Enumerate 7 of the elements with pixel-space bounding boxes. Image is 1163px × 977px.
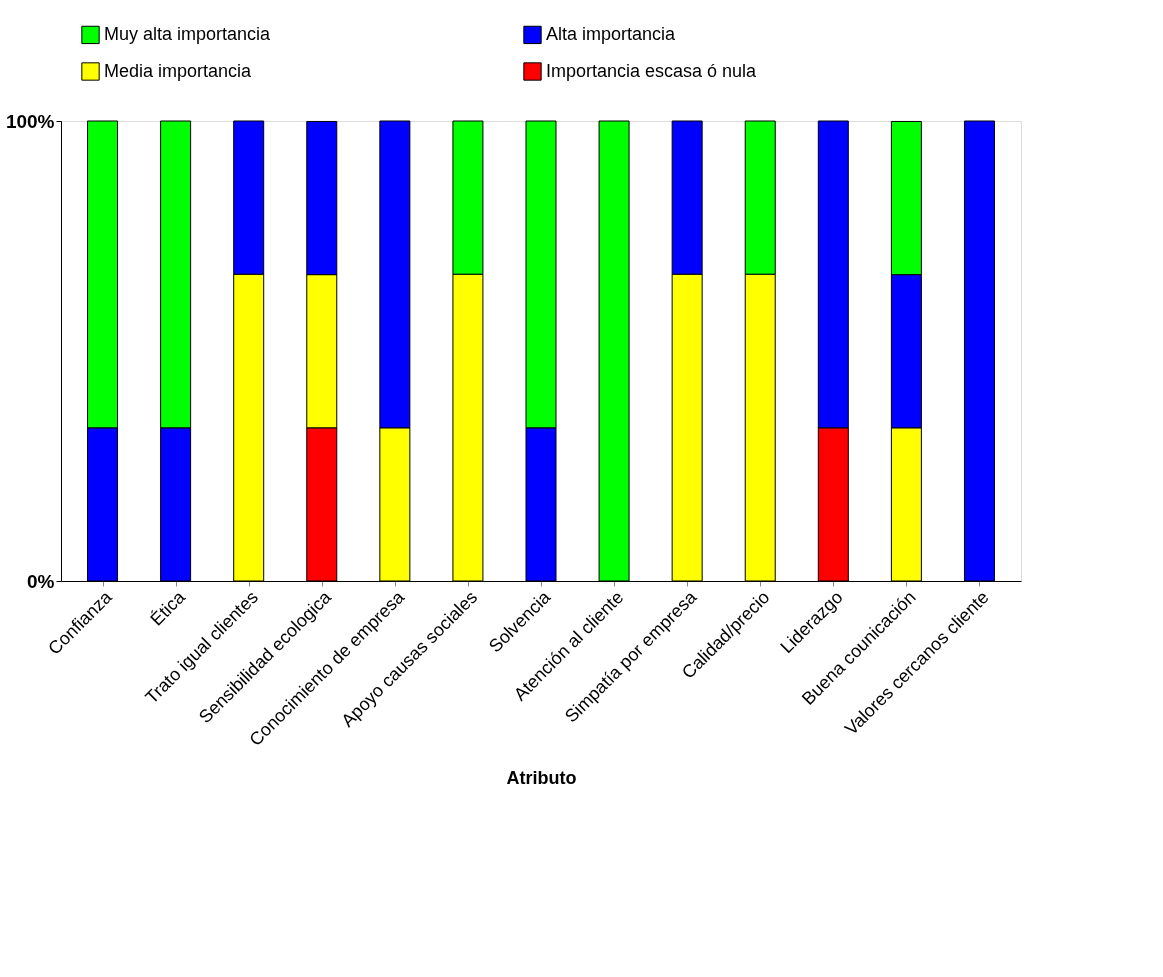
legend-label: Importancia escasa ó nula — [546, 60, 758, 81]
y-tick-label: 100% — [5, 110, 55, 132]
y-tick-label: 0% — [27, 570, 55, 592]
legend-label: Alta importancia — [546, 23, 677, 44]
x-axis-title: Atributo — [506, 767, 577, 788]
legend-label: Muy alta importancia — [104, 23, 272, 44]
legend-label: Media importancia — [104, 60, 253, 81]
